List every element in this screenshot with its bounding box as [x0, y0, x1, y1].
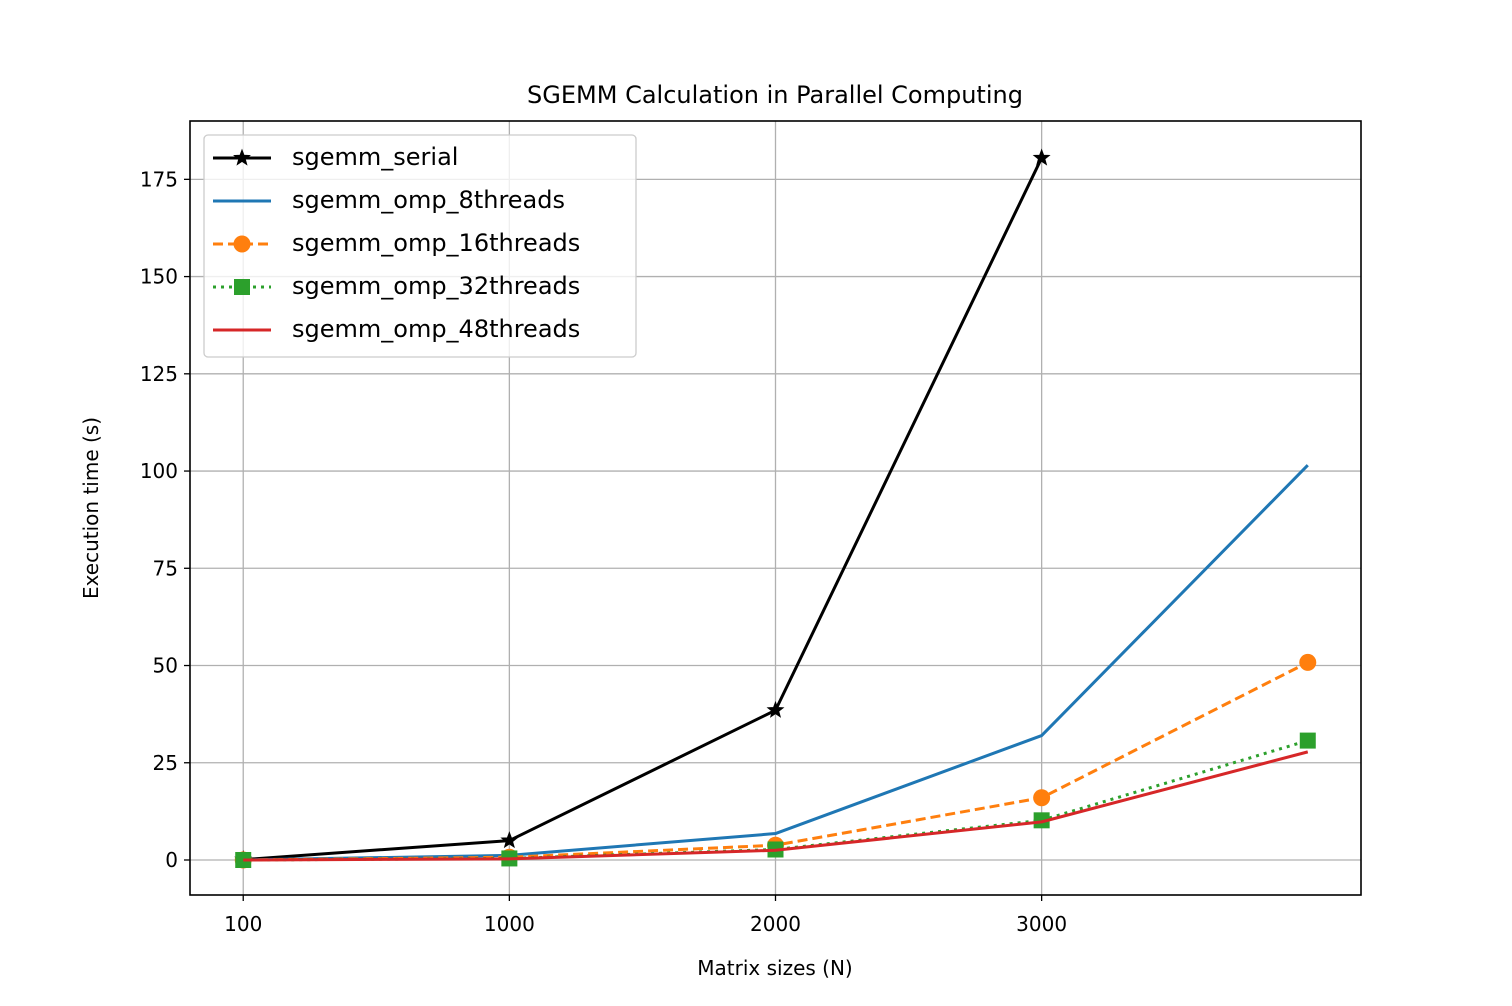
- data-point: [1299, 653, 1317, 671]
- legend-label: sgemm_omp_8threads: [292, 186, 565, 214]
- legend-label: sgemm_serial: [292, 143, 458, 171]
- legend-label: sgemm_omp_32threads: [292, 272, 580, 300]
- y-tick-label: 100: [140, 459, 178, 483]
- y-tick-label: 50: [153, 654, 178, 678]
- data-point: [1299, 732, 1316, 749]
- x-tick-label: 100: [224, 912, 262, 936]
- data-point: [500, 831, 519, 849]
- series-line: [243, 464, 1309, 862]
- legend-box: [203, 134, 637, 358]
- series-sgemm_omp_48threads: [243, 750, 1309, 862]
- y-tick-label: 75: [153, 556, 178, 580]
- legend: sgemm_serial sgemm_omp_8threads sgemm_omp_…: [203, 134, 637, 358]
- x-tick-label: 2000: [750, 912, 801, 936]
- legend-swatch-marker: [233, 148, 251, 166]
- legend-item: sgemm_omp_8threads: [213, 186, 565, 214]
- data-point: [1032, 148, 1051, 166]
- series-sgemm_omp_8threads: [243, 464, 1309, 862]
- legend-swatch-marker: [234, 279, 250, 295]
- series-layer: [234, 148, 1317, 869]
- series-line: [243, 750, 1309, 862]
- x-axis: 100 1000 2000 3000: [224, 895, 1067, 936]
- y-axis: 0 25 50 75 100 125 150 175: [140, 167, 190, 872]
- legend-item: sgemm_omp_16threads: [213, 229, 580, 257]
- data-point: [235, 851, 252, 868]
- data-point: [1033, 789, 1051, 807]
- legend-label: sgemm_omp_16threads: [292, 229, 580, 257]
- x-tick-label: 3000: [1016, 912, 1067, 936]
- data-point: [766, 700, 785, 718]
- y-tick-label: 0: [165, 848, 178, 872]
- legend-swatch-marker: [233, 235, 251, 253]
- x-tick-label: 1000: [484, 912, 535, 936]
- legend-item: sgemm_serial: [213, 143, 458, 171]
- x-axis-label: Matrix sizes (N): [697, 956, 852, 980]
- y-tick-label: 25: [153, 751, 178, 775]
- y-tick-label: 125: [140, 362, 178, 386]
- data-point: [1033, 812, 1050, 829]
- y-axis-label: Execution time (s): [79, 417, 103, 599]
- series-line: [243, 157, 1043, 862]
- legend-item: sgemm_omp_48threads: [213, 315, 580, 343]
- y-tick-label: 150: [140, 265, 178, 289]
- legend-item: sgemm_omp_32threads: [213, 272, 580, 300]
- y-tick-label: 175: [140, 167, 178, 191]
- chart-title: SGEMM Calculation in Parallel Computing: [527, 81, 1023, 109]
- legend-label: sgemm_omp_48threads: [292, 315, 580, 343]
